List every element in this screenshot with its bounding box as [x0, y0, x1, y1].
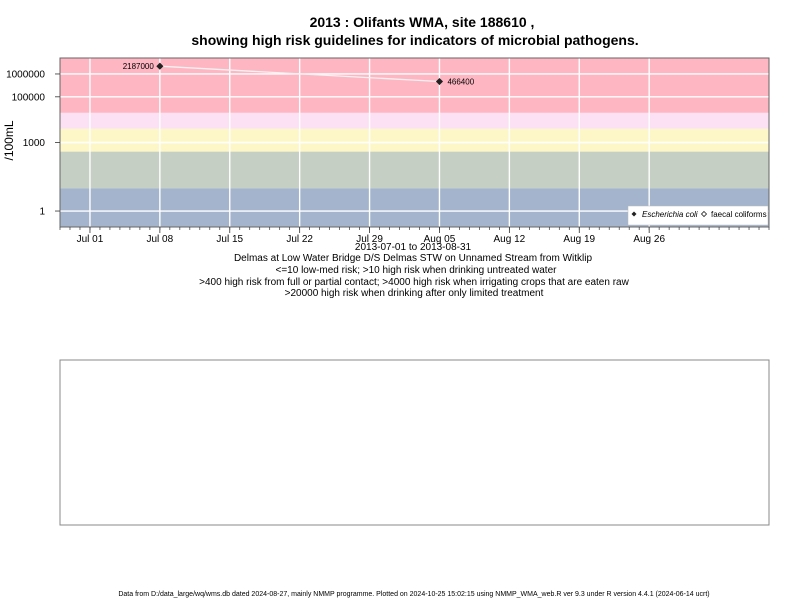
risk-note-1: <=10 low-med risk; >10 high risk when dr…: [276, 265, 558, 276]
site-text: Delmas at Low Water Bridge D/S Delmas ST…: [234, 253, 593, 264]
data-series: 2187000 466400: [123, 62, 475, 86]
risk-band-2: [60, 128, 769, 152]
chart-title-line2: showing high risk guidelines for indicat…: [191, 32, 638, 48]
data-label-0-1: 466400: [447, 78, 474, 87]
risk-band-1: [60, 151, 769, 189]
risk-note-3: >20000 high risk when drinking after onl…: [285, 288, 544, 299]
y-tick-label-1: 1000: [23, 138, 46, 149]
empty-plot-panel: [59, 359, 770, 526]
footer-text: Data from D:/data_large/wq/wms.db dated …: [118, 591, 709, 598]
y-tick-label-3: 1000000: [6, 69, 45, 80]
risk-bands: [60, 58, 769, 227]
x-tick-label-3: Jul 22: [286, 234, 313, 245]
data-point-0-0: [156, 62, 164, 70]
y-axis-label: /100mL: [2, 120, 16, 160]
legend-ecoli-label: Escherichia coli: [642, 210, 698, 219]
legend-box: [627, 205, 769, 226]
data-point-0-1: [435, 77, 444, 86]
x-tick-label-7: Aug 19: [563, 234, 595, 245]
legend-ecoli-marker: [631, 211, 637, 217]
chart-title-line1: 2013 : Olifants WMA, site 188610 ,: [310, 14, 535, 30]
legend-faecal-marker: [700, 210, 708, 218]
legend: Escherichia coli faecal coliforms: [627, 205, 769, 226]
x-tick-label-8: Aug 26: [633, 234, 665, 245]
x-axis: Jul 01 Jul 08 Jul 15 Jul 22 Jul 29 Aug 05 Aug …: [59, 227, 770, 245]
x-tick-label-1: Jul 08: [147, 234, 174, 245]
x-tick-label-4: Jul 29: [356, 234, 383, 245]
grid-lines: [60, 58, 769, 227]
series-line-0: [159, 65, 440, 83]
date-range-text: 2013-07-01 to 2013-08-31: [355, 242, 472, 253]
risk-note-2: >400 high risk from full or partial cont…: [199, 277, 629, 288]
y-tick-label-2: 100000: [12, 92, 46, 103]
data-label-0-0: 2187000: [123, 62, 155, 71]
x-tick-label-5: Aug 05: [424, 234, 456, 245]
y-axis: 1 1000 100000 1000000: [6, 69, 60, 218]
risk-band-3: [60, 112, 769, 129]
x-tick-label-6: Aug 12: [494, 234, 526, 245]
x-tick-label-2: Jul 15: [216, 234, 243, 245]
y-tick-label-0: 1: [39, 207, 45, 218]
x-tick-label-0: Jul 01: [77, 234, 104, 245]
legend-faecal-label: faecal coliforms: [711, 210, 767, 219]
